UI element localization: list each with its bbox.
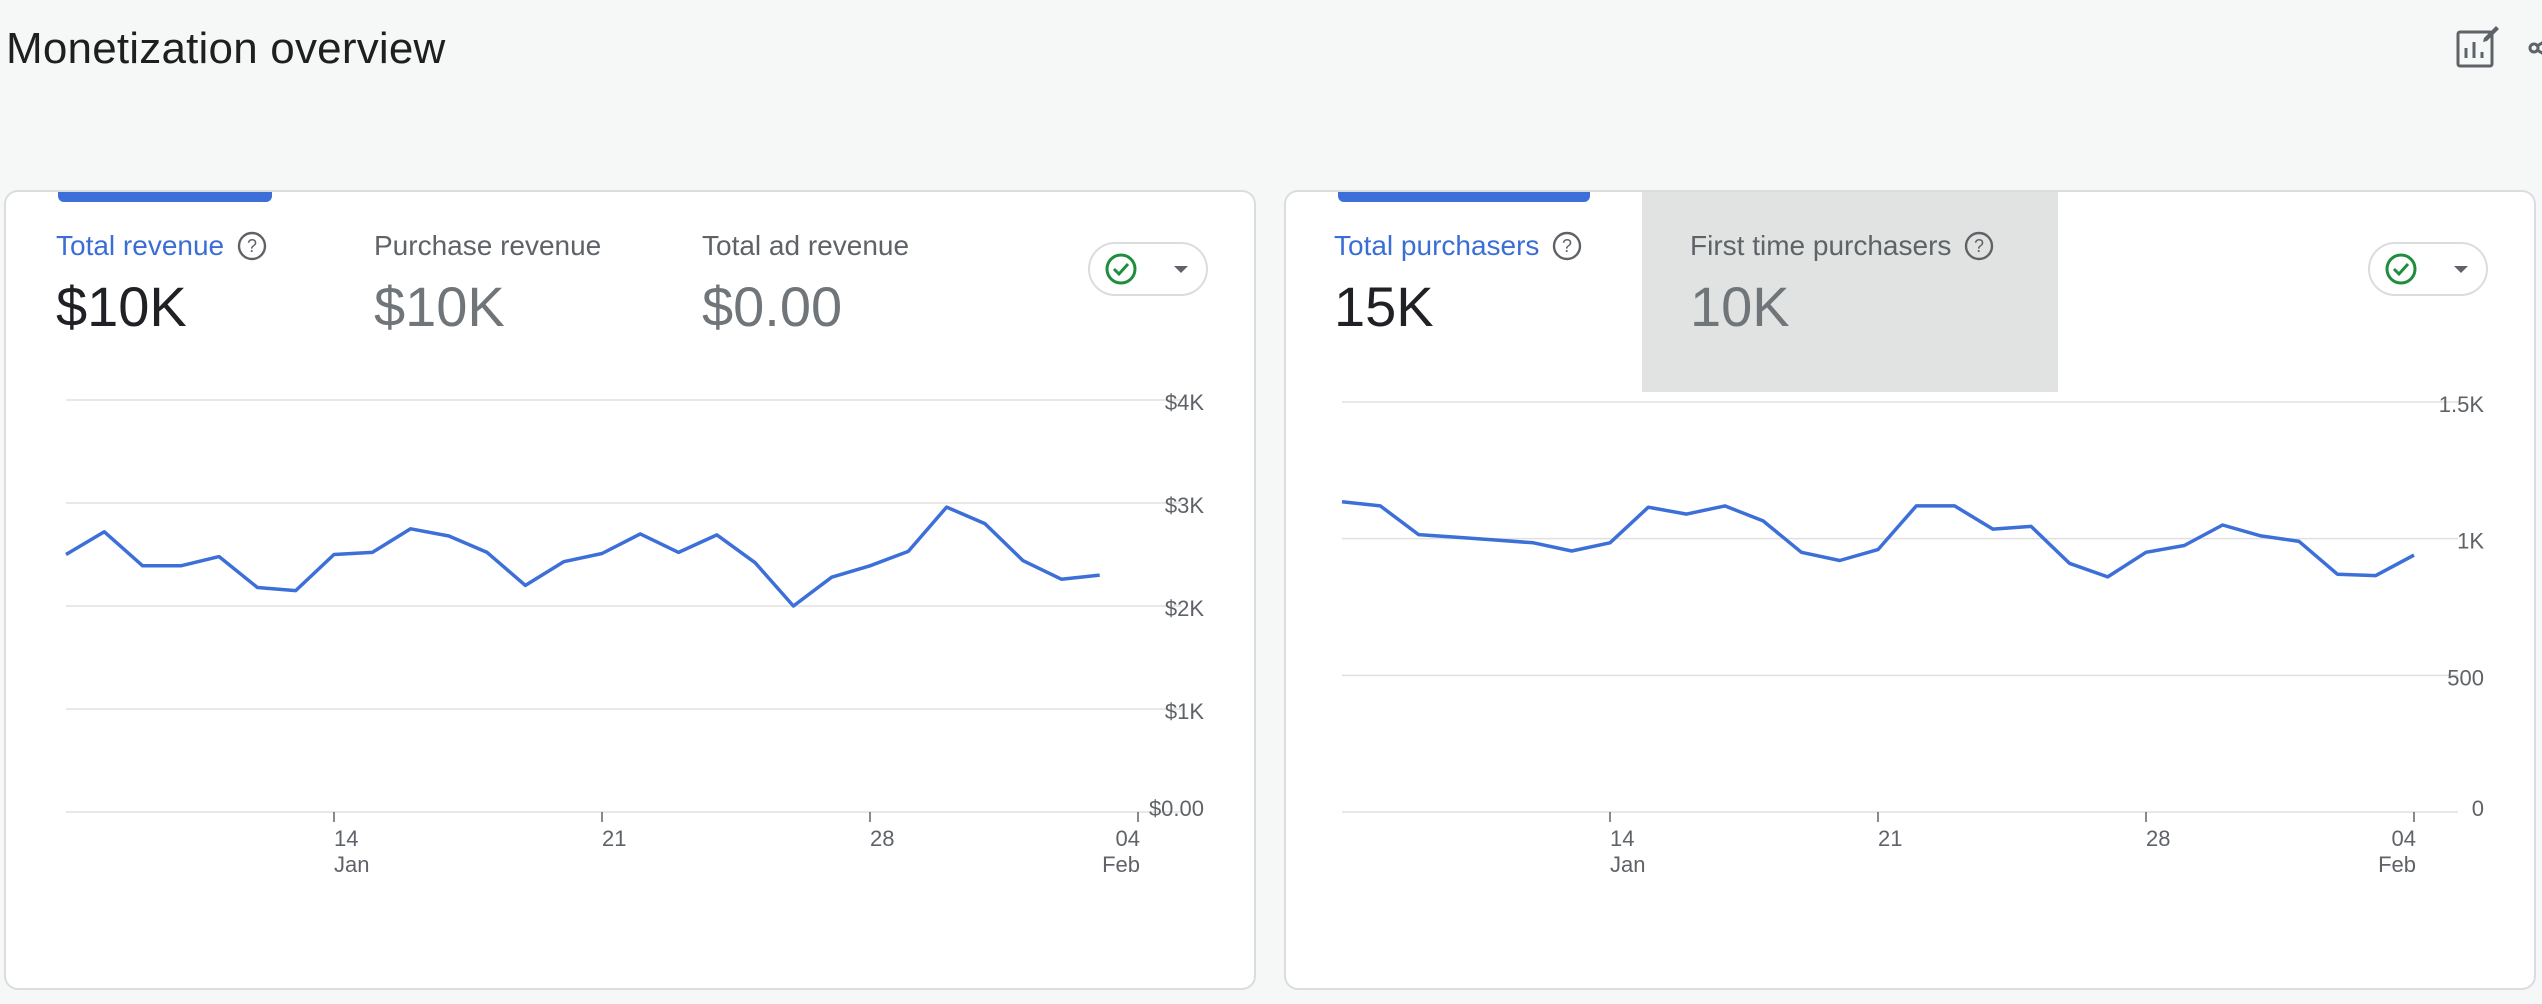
metric-value: $10K (56, 275, 187, 338)
x-tick-label: 14 (1610, 826, 1634, 851)
help-icon[interactable]: ? (236, 230, 268, 262)
x-tick-sublabel: Jan (1610, 852, 1645, 877)
y-tick-label: $4K (1165, 390, 1204, 415)
page-title: Monetization overview (6, 24, 446, 73)
y-tick-label: $0.00 (1149, 796, 1204, 821)
y-tick-label: $1K (1165, 699, 1204, 724)
y-tick-label: $3K (1165, 493, 1204, 518)
metric-label: Total ad revenue (702, 230, 910, 261)
caret-down-icon (1174, 266, 1188, 273)
metric-label: Total revenue (56, 230, 225, 261)
edit-chart-icon[interactable] (2454, 24, 2500, 70)
x-tick-label: 21 (602, 826, 626, 851)
y-tick-label: $2K (1165, 596, 1204, 621)
comparison-status-dropdown[interactable] (2368, 242, 2488, 296)
metric-value: 15K (1334, 275, 1434, 338)
comparison-status-dropdown[interactable] (1088, 242, 1208, 296)
active-tab-indicator (58, 192, 272, 202)
revenue-card: Total revenue ? $10K Purchase revenue $1… (4, 190, 1256, 990)
help-icon[interactable]: ? (1963, 230, 1995, 262)
x-tick-label: 04 (2392, 826, 2416, 851)
metric-value: $0.00 (702, 275, 843, 338)
metric-label: Total purchasers (1334, 230, 1540, 261)
metric-label: First time purchasers (1690, 230, 1952, 261)
y-tick-label: 1.5K (2439, 392, 2485, 417)
check-circle-icon (2385, 253, 2417, 285)
share-icon[interactable] (2524, 24, 2542, 70)
metric-total-purchasers[interactable]: Total purchasers ? 15K (1334, 230, 1583, 339)
metric-hover-highlight (1642, 192, 2058, 392)
metric-purchase-revenue[interactable]: Purchase revenue $10K (374, 230, 601, 339)
y-tick-label: 0 (2472, 796, 2484, 821)
x-tick-sublabel: Feb (2378, 852, 2416, 877)
y-tick-label: 1K (2457, 529, 2484, 554)
series-line (1341, 500, 2415, 579)
x-tick-label: 21 (1878, 826, 1902, 851)
caret-down-icon (2454, 266, 2468, 273)
active-tab-indicator (1338, 192, 1590, 202)
purchasers-card: Total purchasers ? 15K First time purcha… (1284, 190, 2536, 990)
y-tick-label: 500 (2447, 665, 2484, 690)
help-icon[interactable]: ? (1551, 230, 1583, 262)
metric-label: Purchase revenue (374, 230, 602, 261)
series-line (65, 505, 1100, 608)
x-tick-label: 14 (334, 826, 358, 851)
svg-text:?: ? (1974, 236, 1984, 256)
x-tick-sublabel: Jan (334, 852, 369, 877)
metric-total-ad-revenue[interactable]: Total ad revenue $0.00 (702, 230, 909, 339)
metric-value: 10K (1690, 275, 1790, 338)
svg-text:?: ? (1562, 236, 1572, 256)
x-tick-label: 28 (2146, 826, 2170, 851)
metric-total-revenue[interactable]: Total revenue ? $10K (56, 230, 268, 339)
check-circle-icon (1105, 253, 1137, 285)
x-tick-sublabel: Feb (1102, 852, 1140, 877)
svg-text:?: ? (247, 236, 257, 256)
metric-first-time-purchasers[interactable]: First time purchasers ? 10K (1690, 230, 1995, 339)
metric-value: $10K (374, 275, 505, 338)
x-tick-label: 28 (870, 826, 894, 851)
x-tick-label: 04 (1116, 826, 1140, 851)
